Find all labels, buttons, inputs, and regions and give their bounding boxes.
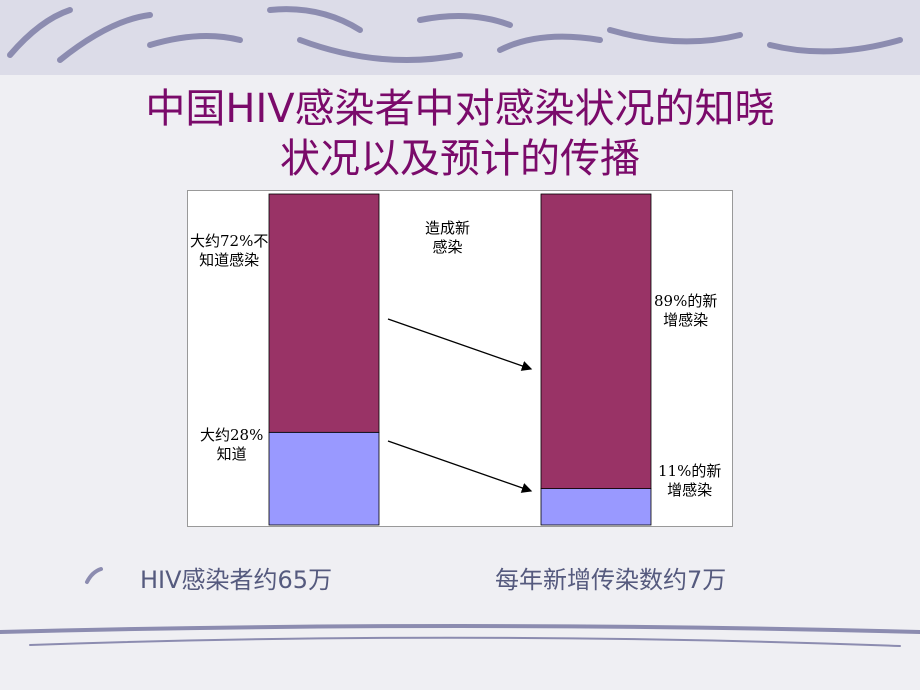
bar-segment	[540, 488, 652, 526]
arrow	[387, 440, 533, 493]
bar-segment	[540, 193, 652, 489]
chart	[187, 190, 733, 527]
bar-segment	[268, 193, 380, 433]
annotation: 89%的新 增感染	[654, 292, 718, 329]
caption: 每年新增传染数约7万	[495, 566, 727, 594]
bar-segment	[268, 431, 380, 526]
annotation: 大约72%不 知道感染	[190, 232, 269, 269]
chart-title: 中国HIV感染者中对感染状况的知晓 状况以及预计的传播	[145, 86, 775, 182]
annotation: 造成新 感染	[425, 219, 471, 256]
annotation: 11%的新 增感染	[658, 462, 722, 499]
top-band	[0, 0, 920, 75]
arrow	[387, 318, 533, 371]
annotation: 大约28% 知道	[200, 426, 264, 463]
caption: HIV感染者约65万	[140, 566, 333, 594]
bullet	[85, 567, 103, 584]
swirls	[0, 6, 920, 647]
